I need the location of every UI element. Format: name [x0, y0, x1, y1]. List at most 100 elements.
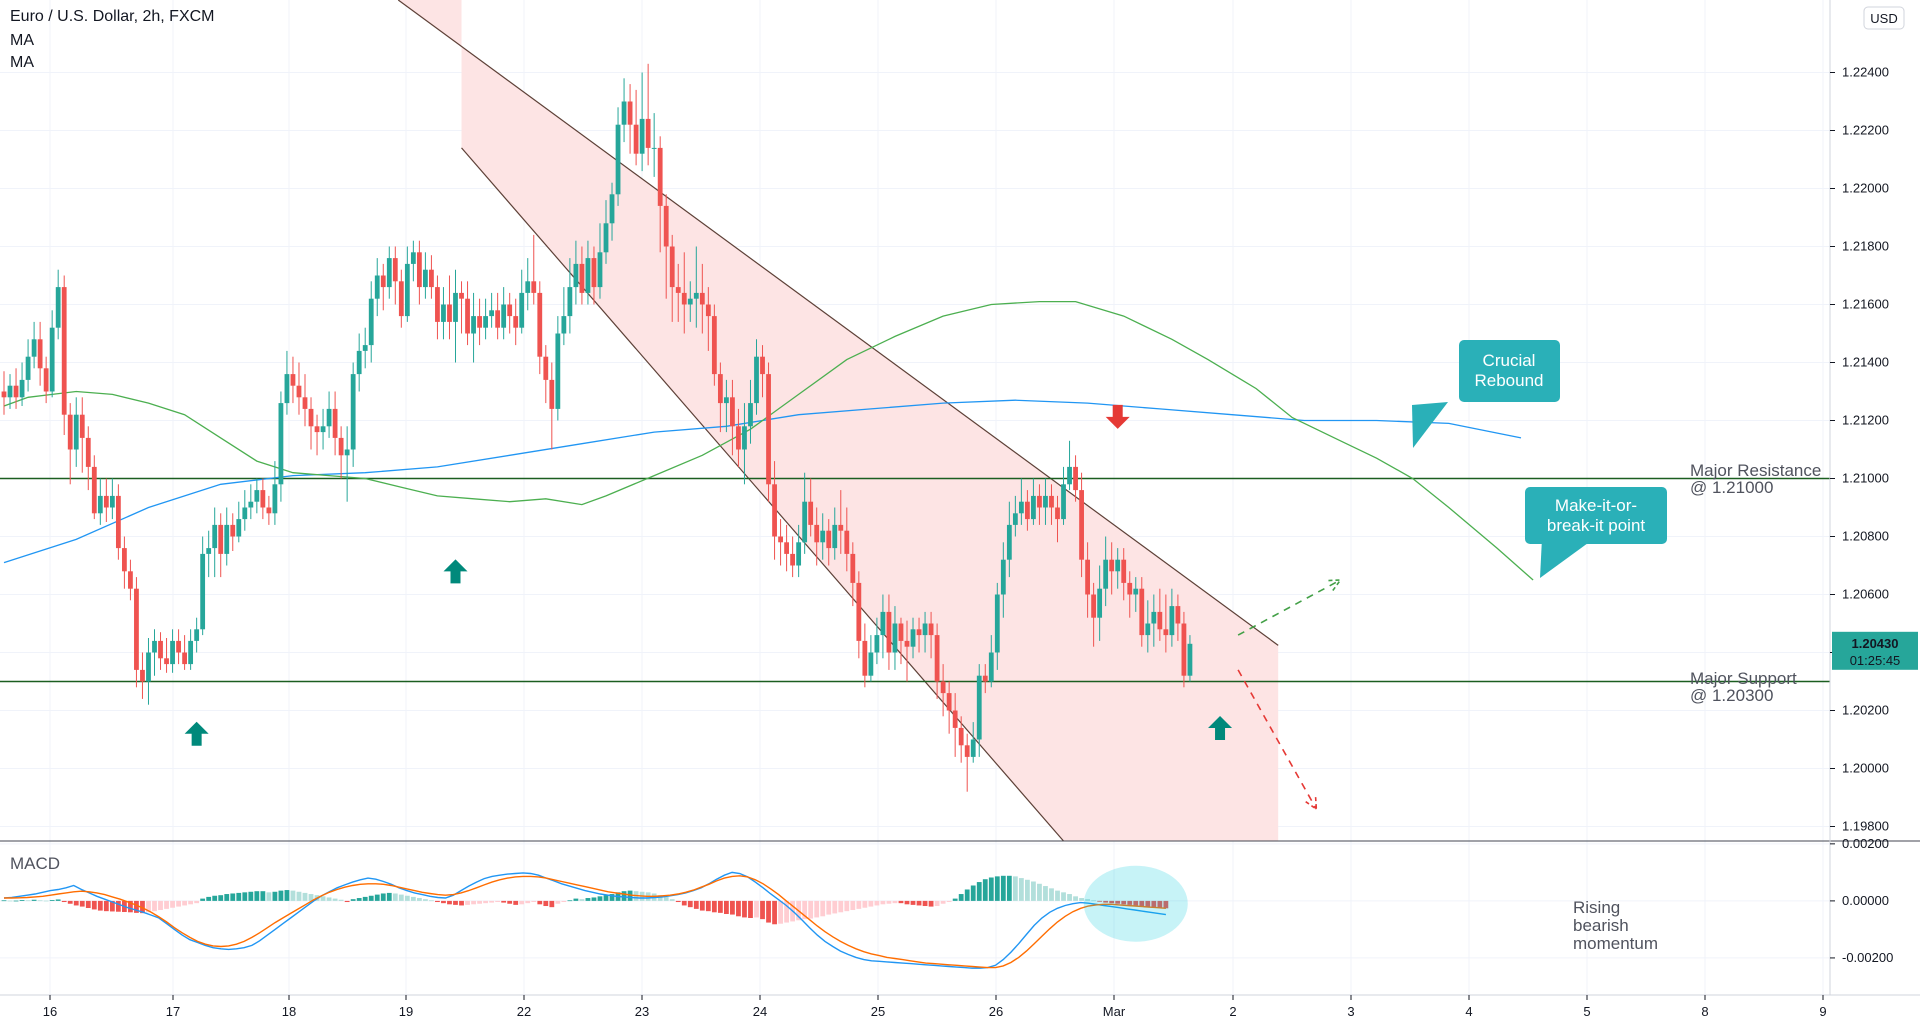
candle [1061, 466, 1066, 525]
macd-histogram-bar [1049, 888, 1054, 901]
candle [651, 113, 657, 177]
makeit-bubble [1525, 487, 1667, 544]
candle [278, 391, 284, 502]
candle-body [964, 745, 970, 757]
candle [567, 258, 573, 334]
macd-histogram-bar [1018, 878, 1024, 901]
macd-histogram-bar [711, 900, 717, 913]
macd-histogram-bar [669, 899, 675, 901]
candle-body [495, 310, 501, 328]
candle [85, 426, 91, 491]
candle-body [693, 292, 699, 299]
candle-body [994, 594, 1000, 653]
candle-body [1091, 594, 1097, 618]
macd-histogram-bar [1000, 875, 1006, 901]
candle-body [790, 553, 796, 566]
candle-body [423, 269, 428, 288]
support-resistance-lines [0, 477, 1830, 683]
macd-histogram-bar [489, 900, 495, 903]
candle [663, 194, 669, 299]
candle-body [429, 269, 434, 288]
candle [645, 63, 651, 166]
candle [308, 397, 314, 450]
candle-body [79, 414, 85, 438]
candle-body [772, 484, 777, 537]
candle-body [182, 652, 187, 665]
candle-body [699, 292, 705, 305]
indicator-ma-1[interactable]: MA [10, 32, 34, 49]
candle-body [152, 640, 157, 653]
candle [874, 617, 880, 665]
candle-body [302, 397, 308, 409]
candle [242, 490, 248, 531]
candle [1000, 542, 1006, 618]
candle-body [248, 501, 254, 508]
candle-body [543, 356, 549, 380]
candle [61, 275, 67, 435]
candle [976, 664, 982, 757]
macd-histogram-bar [543, 900, 549, 907]
candle-body [1109, 559, 1115, 572]
makeit-text-line-1: break-it point [1547, 516, 1646, 535]
candle [513, 298, 519, 346]
macd-histogram-bar [1073, 896, 1078, 901]
candle [49, 310, 55, 398]
candle-body [7, 385, 13, 398]
indicator-ma-2[interactable]: MA [10, 54, 34, 71]
macd-histogram-bar [374, 894, 380, 901]
macd-histogram-bar [356, 898, 362, 901]
price-tick-label: 1.21000 [1842, 471, 1889, 486]
macd-histogram-bar [808, 900, 814, 919]
candle-body [796, 542, 802, 566]
candle-body [525, 281, 531, 293]
candle [91, 455, 97, 520]
macd-histogram-bar [380, 893, 386, 901]
candle-body [778, 536, 783, 543]
candle-body [597, 252, 603, 288]
candle [338, 426, 344, 479]
candle [724, 379, 729, 433]
candle [1067, 440, 1072, 491]
candle [988, 635, 994, 688]
candle-body [296, 385, 302, 398]
macd-histogram-bar [146, 900, 151, 913]
resistance-label-line-1: @ 1.21000 [1690, 478, 1773, 497]
time-tick-label: 4 [1465, 1004, 1472, 1019]
macd-histogram-bar [1103, 900, 1109, 903]
candle [182, 635, 187, 670]
candle-body [218, 524, 224, 554]
candle [1187, 635, 1193, 682]
candle [1109, 542, 1115, 595]
candle [585, 240, 591, 305]
macd-histogram-bar [1121, 900, 1127, 905]
macd-histogram-bar [471, 900, 476, 905]
candle [314, 414, 320, 456]
bullish-projection-arrow-head [1327, 579, 1343, 591]
macd-histogram-bar [1115, 900, 1121, 904]
macd-histogram-bar [37, 900, 43, 902]
candle [19, 362, 25, 406]
candle-body [91, 466, 97, 514]
candle-body [344, 449, 350, 456]
channel-lower-line [461, 147, 1064, 842]
candle [621, 78, 627, 143]
candle-body [134, 588, 139, 670]
candle [230, 513, 236, 551]
candle [1163, 594, 1169, 653]
candle-body [808, 501, 814, 525]
candle [609, 182, 615, 241]
macd-histogram-bar [465, 900, 470, 905]
candle [844, 507, 850, 572]
candle-body [928, 623, 934, 636]
candle-body [669, 246, 675, 288]
candle-body [844, 530, 850, 554]
macd-histogram-bar [778, 900, 783, 924]
candle-body [645, 118, 651, 148]
candle [332, 391, 338, 456]
candle-body [224, 524, 230, 554]
macd-histogram-bar [260, 891, 266, 901]
candle-body [308, 408, 314, 427]
candle-body [958, 727, 964, 746]
